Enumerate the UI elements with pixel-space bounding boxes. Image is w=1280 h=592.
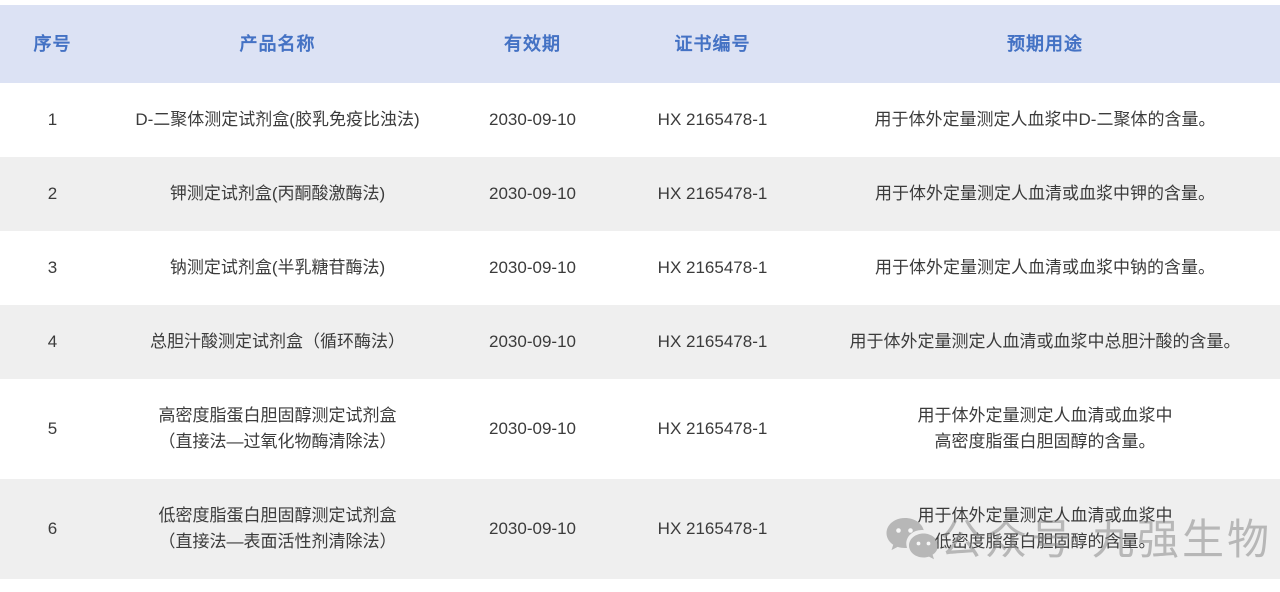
header-cert-number: 证书编号 (674, 34, 751, 54)
table-row: 3 钠测定试剂盒(半乳糖苷酶法) 2030-09-10 HX 2165478-1 用于体… (0, 231, 1280, 305)
table-row: 6 低密度脂蛋白胆固醇测定试剂盒 （直接法—表面活性剂清除法） 2030-09-10 H… (0, 479, 1280, 579)
header-index: 序号 (33, 34, 72, 54)
table-row: 2 钾测定试剂盒(丙酮酸激酶法) 2030-09-10 HX 2165478-1 用于体… (0, 157, 1280, 231)
cell-usage: 用于体外定量测定人血浆中D-二聚体的含量。 (874, 110, 1216, 129)
cell-index: 5 (47, 419, 58, 438)
cell-cert-number: HX 2165478-1 (657, 110, 768, 129)
header-validity: 有效期 (504, 34, 561, 54)
cell-product-name: D-二聚体测定试剂盒(胶乳免疫比浊法) (135, 110, 420, 129)
cell-usage: 用于体外定量测定人血清或血浆中总胆汁酸的含量。 (849, 332, 1241, 351)
table-row: 4 总胆汁酸测定试剂盒（循环酶法） 2030-09-10 HX 2165478-1 用于… (0, 305, 1280, 379)
cell-usage: 用于体外定量测定人血清或血浆中 低密度脂蛋白胆固醇的含量。 (917, 506, 1173, 551)
cell-cert-number: HX 2165478-1 (657, 184, 768, 203)
table-row: 1 D-二聚体测定试剂盒(胶乳免疫比浊法) 2030-09-10 HX 2165478… (0, 83, 1280, 157)
header-product-name: 产品名称 (239, 34, 316, 54)
cell-index: 6 (47, 519, 58, 538)
cell-usage: 用于体外定量测定人血清或血浆中 高密度脂蛋白胆固醇的含量。 (917, 406, 1173, 451)
cell-product-name: 总胆汁酸测定试剂盒（循环酶法） (150, 332, 405, 351)
cell-index: 4 (47, 332, 58, 351)
cell-cert-number: HX 2165478-1 (657, 419, 768, 438)
table-header: 序号 产品名称 有效期 证书编号 预期用途 (0, 5, 1280, 83)
cell-validity: 2030-09-10 (489, 184, 576, 203)
table-row: 5 高密度脂蛋白胆固醇测定试剂盒 （直接法—过氧化物酶清除法） 2030-09-10 H… (0, 379, 1280, 479)
cell-validity: 2030-09-10 (489, 419, 576, 438)
cell-product-name: 低密度脂蛋白胆固醇测定试剂盒 （直接法—表面活性剂清除法） (158, 506, 397, 551)
cell-product-name: 钾测定试剂盒(丙酮酸激酶法) (169, 184, 386, 203)
header-usage: 预期用途 (1007, 34, 1083, 54)
cell-index: 1 (47, 110, 58, 129)
cell-validity: 2030-09-10 (489, 519, 576, 538)
cell-cert-number: HX 2165478-1 (657, 519, 768, 538)
product-table: 序号 产品名称 有效期 证书编号 预期用途 1 D-二聚体测定试剂盒(胶乳免疫比浊… (0, 5, 1280, 579)
table-body: 1 D-二聚体测定试剂盒(胶乳免疫比浊法) 2030-09-10 HX 2165478… (0, 83, 1280, 579)
cell-cert-number: HX 2165478-1 (657, 332, 768, 351)
cell-index: 2 (47, 184, 58, 203)
cell-usage: 用于体外定量测定人血清或血浆中钠的含量。 (875, 258, 1215, 277)
cell-cert-number: HX 2165478-1 (657, 258, 768, 277)
cell-usage: 用于体外定量测定人血清或血浆中钾的含量。 (875, 184, 1215, 203)
cell-product-name: 高密度脂蛋白胆固醇测定试剂盒 （直接法—过氧化物酶清除法） (158, 406, 397, 451)
cell-product-name: 钠测定试剂盒(半乳糖苷酶法) (169, 258, 386, 277)
cell-validity: 2030-09-10 (489, 110, 576, 129)
cell-index: 3 (47, 258, 58, 277)
cell-validity: 2030-09-10 (489, 258, 576, 277)
cell-validity: 2030-09-10 (489, 332, 576, 351)
